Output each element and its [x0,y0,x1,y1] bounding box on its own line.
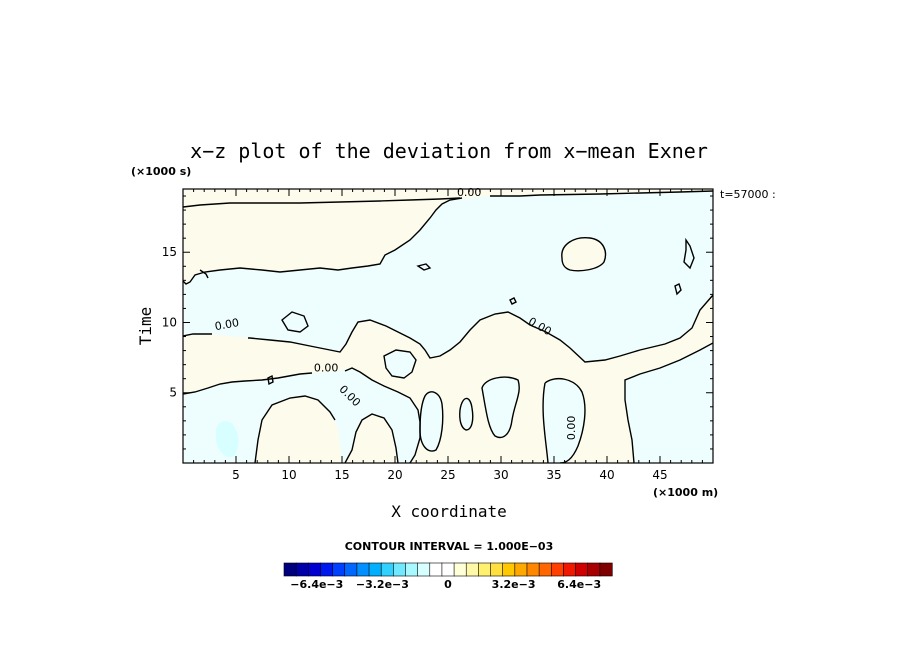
x-tick-label-25: 25 [440,468,455,482]
colorbar-cell [490,562,504,577]
colorbar-cell [332,562,346,577]
contour-label: 0.00 [457,186,482,199]
colorbar-cell [502,562,516,577]
colorbar-cell [417,562,431,577]
colorbar-cell [283,562,297,577]
colorbar-cell [526,562,540,577]
colorbar-cell [320,562,334,577]
contour-line-20 [416,263,432,271]
contour-line-4 [248,294,713,363]
contour-line-13 [544,377,586,463]
colorbar-cell [368,562,382,577]
contour-line-12 [459,397,474,431]
x-tick-label-30: 30 [493,468,508,482]
negative-island-2 [459,398,473,430]
positive-island-3 [561,237,606,271]
colorbar-cell [429,562,443,577]
y-axis-title: Time [136,307,155,346]
y-tick-label-15: 15 [162,245,177,259]
x-tick-label-20: 20 [387,468,402,482]
contour-line-15 [419,391,444,452]
chart-title: x−z plot of the deviation from x−mean Ex… [190,139,708,163]
contour-line-6 [183,372,313,395]
colorbar-cell [514,562,528,577]
colorbar-cell [587,562,601,577]
contour-line-23 [509,297,517,305]
negative-island-4 [420,391,443,452]
y-tick-label-5: 5 [169,386,177,400]
colorbar-cell [478,562,492,577]
contour-line-5 [183,333,212,337]
x-tick-label-5: 5 [232,468,240,482]
colorbar-cell [307,562,322,577]
contour-line-10 [344,413,399,463]
contour-line-2 [490,190,713,197]
negative-island-5 [384,350,416,378]
contour-interval-label: CONTOUR INTERVAL = 1.000E−03 [345,540,554,553]
colorbar-cell [465,562,479,577]
colorbar-cell [393,562,407,577]
colorbar-cell [575,562,589,577]
positive-island-2 [345,414,398,463]
x-tick-label-45: 45 [652,468,667,482]
y-tick-label-10: 10 [162,315,177,329]
contour-line-16 [383,349,417,379]
y-axis: 5 10 15 [162,195,713,450]
contour-line-21 [674,283,682,296]
contour-line-8 [624,342,713,463]
colorbar-tick-labels: −6.4e−3 −3.2e−3 0 3.2e−3 6.4e−3 [290,578,601,591]
colorbar-cell [538,562,552,577]
colorbar-cell [405,562,419,577]
x-unit-label: (×1000 m) [653,486,718,499]
colorbar-tick-label: 0 [444,578,452,591]
colorbar-tick-label: −3.2e−3 [356,578,409,591]
contour-line-11 [481,376,520,439]
contour-line-14 [542,382,549,463]
contour-label: 0.00 [565,416,578,441]
colorbar-cell [295,562,309,577]
colorbar-cell [344,562,358,577]
colorbar-cell [563,562,577,577]
negative-island-1 [482,377,520,438]
contour-line-3 [183,197,461,208]
y-unit-label: (×1000 s) [131,165,191,178]
negative-region-right [625,343,713,463]
colorbar-cell [599,562,613,577]
x-tick-label-35: 35 [546,468,561,482]
colorbar-cell [441,562,455,577]
x-tick-label-10: 10 [281,468,296,482]
negative-island-3 [543,378,585,463]
x-axis-title: X coordinate [391,502,507,521]
contour-fields [183,190,713,463]
colorbar-tick-label: 6.4e−3 [557,578,601,591]
time-stamp: t=57000 : [720,188,776,201]
colorbar-cell [356,562,370,577]
positive-island-1 [255,396,342,463]
x-axis: 5 10 15 20 25 30 35 40 45 [193,189,703,482]
colorbar-cell [550,562,565,577]
contour-line-19 [281,311,309,333]
contour-line-24 [199,269,209,279]
negative-region [183,191,713,362]
contour-line-22 [267,374,274,386]
colorbar-cell [380,562,394,577]
contour-line-18 [683,237,695,270]
colorbar-tick-label: −6.4e−3 [290,578,343,591]
contour-label: 0.00 [314,362,339,375]
contour-label: 0.00 [214,316,240,333]
colorbar-cell [453,562,467,577]
x-tick-label-15: 15 [334,468,349,482]
contour-line-7 [344,367,421,463]
colorbar-tick-label: 3.2e−3 [492,578,536,591]
x-tick-label-40: 40 [599,468,614,482]
strong-negative-blob [216,421,239,458]
colorbar [283,562,613,577]
contour-line-9 [254,395,336,463]
contour-line-17 [561,237,607,272]
